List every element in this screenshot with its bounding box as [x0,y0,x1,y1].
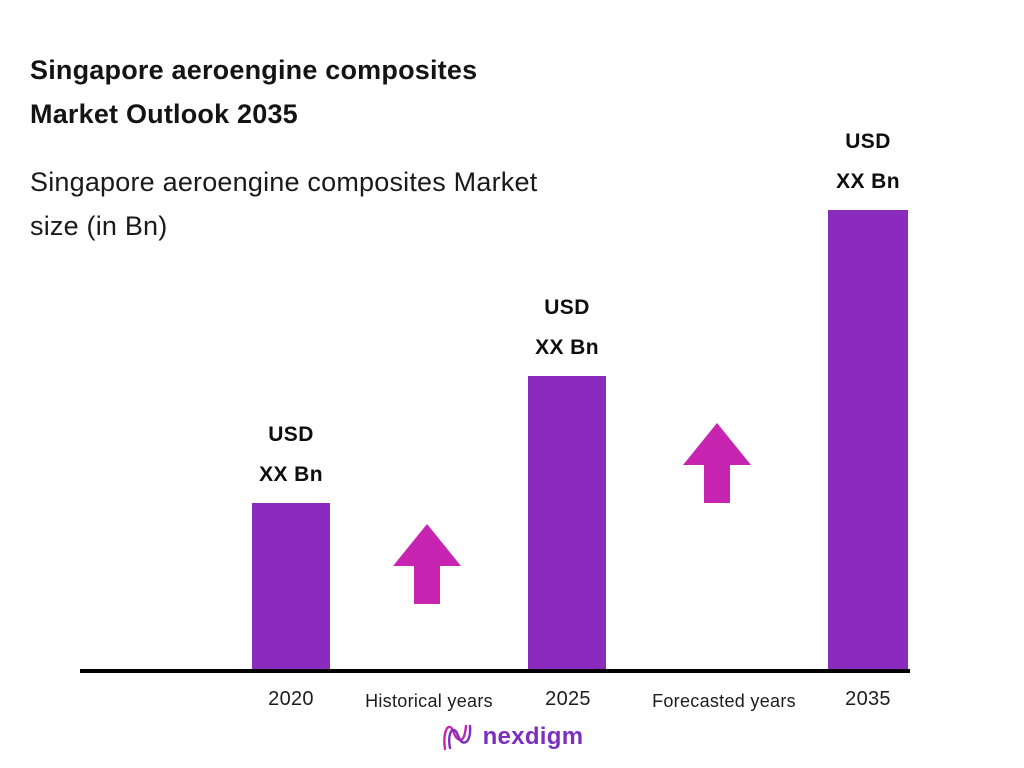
growth-arrow-icon [683,423,751,503]
nexdigm-logo-icon [442,724,471,751]
bar-value-label-usd: USD [845,130,891,153]
bar-value-label-2020: USD XX Bn [259,423,323,487]
bar-value-label-usd: USD [268,423,314,446]
x-tick-2020: 2020 [268,688,314,710]
x-axis-line [80,669,910,673]
brand-name: nexdigm [482,723,584,750]
brand-footer: nexdigm [0,722,1024,752]
x-tick-2025: 2025 [545,688,591,710]
chart-title-line2: Market Outlook 2035 [30,99,298,129]
chart-subtitle: Singapore aeroengine composites Market s… [30,160,537,248]
bar-rect-2025 [528,376,606,670]
bar-rect-2020 [252,503,330,670]
chart-subtitle-line1: Singapore aeroengine composites Market [30,167,538,197]
bar-group-2025: USD XX Bn [528,296,606,670]
x-annotation-forecasted: Forecasted years [652,691,796,711]
bar-value-label-amount: XX Bn [836,170,900,193]
growth-arrow-icon [393,524,461,604]
x-tick-2035: 2035 [845,688,891,710]
bar-value-label-2025: USD XX Bn [535,296,599,360]
bar-group-2020: USD XX Bn [252,423,330,670]
bar-value-label-amount: XX Bn [259,463,323,486]
x-annotation-historical: Historical years [365,691,493,711]
chart-title: Singapore aeroengine composites Market O… [30,48,477,136]
bar-rect-2035 [828,210,908,670]
bar-value-label-usd: USD [544,296,590,319]
bar-group-2035: USD XX Bn [828,130,908,670]
bar-value-label-amount: XX Bn [535,336,599,359]
bar-value-label-2035: USD XX Bn [836,130,900,194]
chart-title-line1: Singapore aeroengine composites [30,55,478,85]
chart-subtitle-line2: size (in Bn) [30,211,168,241]
